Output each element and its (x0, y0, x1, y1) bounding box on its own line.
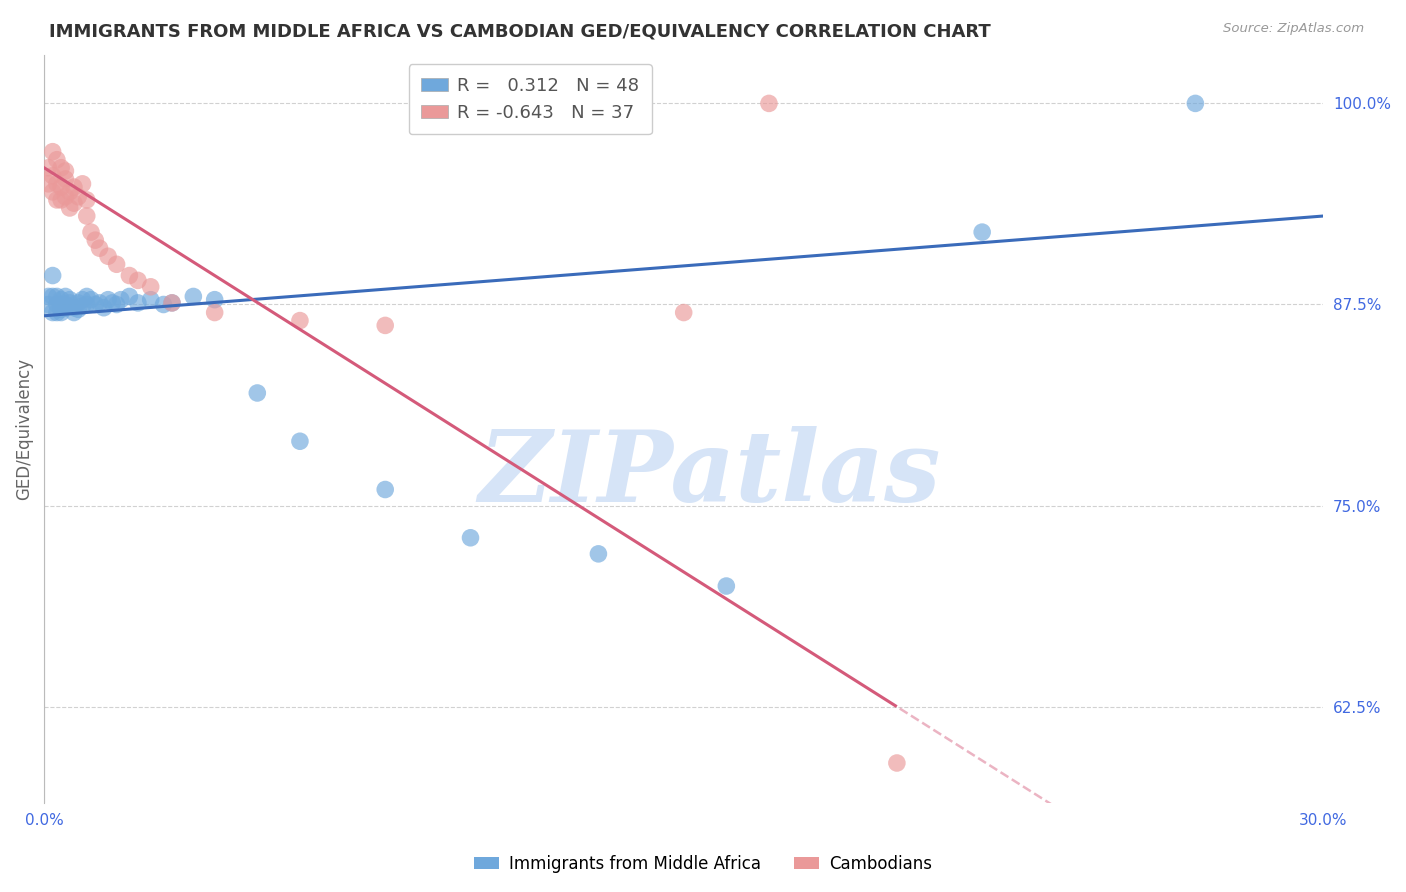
Point (288, 434, 311, 449)
Point (460, 531, 482, 545)
Legend: Immigrants from Middle Africa, Cambodians: Immigrants from Middle Africa, Cambodian… (467, 848, 939, 880)
Point (45, 153, 67, 167)
Point (51, 293, 73, 307)
Point (93, 301, 115, 315)
Point (72, 177, 94, 191)
Point (51, 305, 73, 319)
Point (72, 293, 94, 307)
Point (127, 296, 149, 310)
Point (63, 305, 86, 319)
Point (110, 293, 132, 307)
Text: IMMIGRANTS FROM MIDDLE AFRICA VS CAMBODIAN GED/EQUIVALENCY CORRELATION CHART: IMMIGRANTS FROM MIDDLE AFRICA VS CAMBODI… (49, 22, 991, 40)
Point (716, 579, 738, 593)
Point (41, 169, 63, 183)
Point (80, 225, 103, 239)
Point (59, 185, 82, 199)
Point (105, 297, 128, 311)
Point (76, 209, 98, 223)
Point (59, 293, 82, 307)
Point (41, 268, 63, 283)
Point (76, 289, 98, 303)
Point (59, 296, 82, 310)
Point (55, 172, 77, 186)
Point (51, 180, 73, 194)
Point (45, 305, 67, 319)
Text: Source: ZipAtlas.com: Source: ZipAtlas.com (1223, 22, 1364, 36)
Point (758, 96, 780, 111)
Point (51, 302, 73, 317)
Point (37, 289, 59, 303)
Point (105, 257, 128, 271)
Point (45, 177, 67, 191)
Point (160, 296, 183, 310)
Point (51, 161, 73, 175)
Point (37, 177, 59, 191)
Point (89, 241, 111, 255)
Point (76, 297, 98, 311)
Point (59, 201, 82, 215)
Point (55, 289, 77, 303)
Point (41, 289, 63, 303)
Point (51, 297, 73, 311)
Point (84, 233, 107, 247)
Point (160, 296, 183, 310)
Point (80, 293, 103, 307)
Point (139, 280, 162, 294)
Point (1184, 96, 1206, 111)
Point (118, 268, 141, 283)
Point (67, 190, 90, 204)
Point (183, 289, 205, 303)
Point (972, 225, 994, 239)
Point (41, 305, 63, 319)
Point (588, 547, 610, 561)
Point (63, 180, 86, 194)
Point (45, 297, 67, 311)
Point (45, 289, 67, 303)
Point (246, 386, 269, 401)
Text: ZIPatlas: ZIPatlas (478, 425, 941, 523)
Point (76, 193, 98, 207)
Point (41, 185, 63, 199)
Point (41, 145, 63, 159)
Point (204, 305, 226, 319)
Point (139, 293, 162, 307)
Point (63, 196, 86, 211)
Point (374, 318, 396, 333)
Point (97, 249, 120, 263)
Point (118, 289, 141, 303)
Point (55, 297, 77, 311)
Point (55, 301, 77, 315)
Point (886, 756, 908, 770)
Point (37, 161, 59, 175)
Point (288, 313, 311, 327)
Point (84, 297, 107, 311)
Point (89, 296, 111, 310)
Point (101, 296, 124, 310)
Point (72, 299, 94, 313)
Point (67, 302, 90, 317)
Point (204, 293, 226, 307)
Point (37, 297, 59, 311)
Point (374, 483, 396, 497)
Point (45, 193, 67, 207)
Point (55, 164, 77, 178)
Y-axis label: GED/Equivalency: GED/Equivalency (15, 358, 32, 500)
Point (67, 296, 90, 310)
Point (63, 301, 86, 315)
Point (51, 193, 73, 207)
Point (152, 297, 174, 311)
Point (97, 293, 120, 307)
Legend: R =   0.312   N = 48, R = -0.643   N = 37: R = 0.312 N = 48, R = -0.643 N = 37 (409, 64, 652, 135)
Point (672, 305, 695, 319)
Point (127, 273, 149, 287)
Point (55, 190, 77, 204)
